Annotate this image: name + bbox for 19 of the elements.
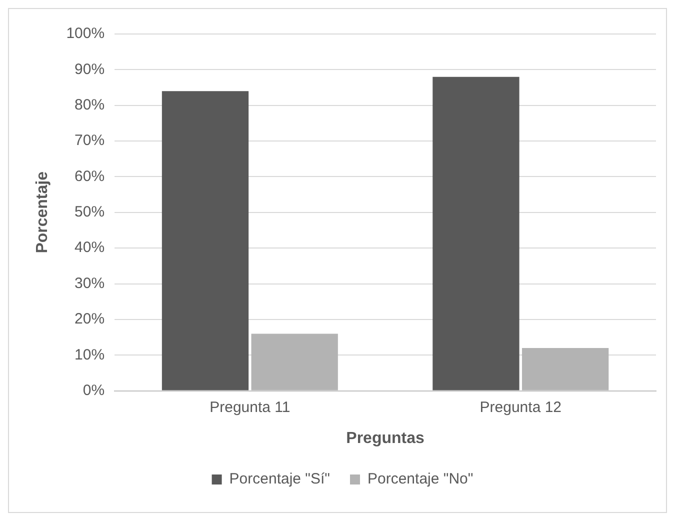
y-tick-label: 10% xyxy=(74,346,105,364)
y-tick-label: 100% xyxy=(66,25,105,42)
y-tick-label: 20% xyxy=(74,310,105,328)
x-tick-label: Pregunta 11 xyxy=(210,398,290,416)
legend-label: Porcentaje "No" xyxy=(368,470,474,488)
y-tick-label: 80% xyxy=(74,96,105,114)
x-axis-title: Preguntas xyxy=(346,430,424,447)
y-axis-title: Porcentaje xyxy=(34,171,52,254)
bar xyxy=(432,76,520,390)
y-tick-label: 90% xyxy=(74,60,105,78)
x-tick-label: Pregunta 12 xyxy=(480,398,562,416)
y-tick-label: 50% xyxy=(74,204,105,221)
y-tick-label: 0% xyxy=(82,382,105,399)
y-tick-label: 40% xyxy=(74,239,105,256)
legend-label: Porcentaje "Sí" xyxy=(229,470,330,488)
bar xyxy=(162,91,249,390)
y-tick-label: 60% xyxy=(74,168,105,185)
y-tick-label: 70% xyxy=(74,132,105,150)
y-tick-label: 30% xyxy=(74,274,105,292)
